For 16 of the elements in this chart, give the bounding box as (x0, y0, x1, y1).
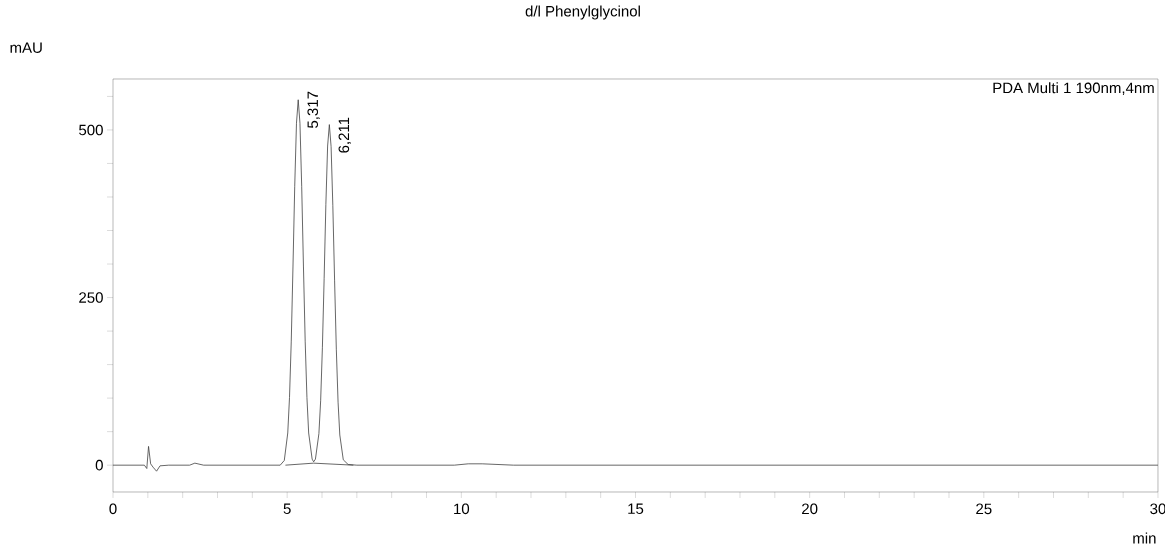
annotation: 5,317 (307, 91, 320, 128)
x-axis-title: min (1133, 532, 1156, 544)
y-axis-title: mAU (10, 42, 42, 53)
x-tick-label: 10 (454, 503, 470, 515)
y-tick-label: 250 (79, 292, 103, 303)
x-tick-label: 15 (628, 503, 644, 514)
annotation: PDA Multi 1 190nm,4nm (993, 82, 1154, 95)
y-tick-label: 500 (79, 124, 103, 136)
annotation: 6,211 (338, 117, 351, 153)
x-tick-label: 20 (802, 503, 818, 515)
x-tick-label: 25 (976, 503, 992, 515)
x-tick-label: 30 (1150, 503, 1165, 515)
x-tick-label: 5 (283, 503, 291, 514)
chart-title: d/l Phenylglycinol (525, 5, 640, 20)
y-tick-label: 0 (95, 459, 103, 471)
x-tick-label: 0 (109, 503, 117, 515)
